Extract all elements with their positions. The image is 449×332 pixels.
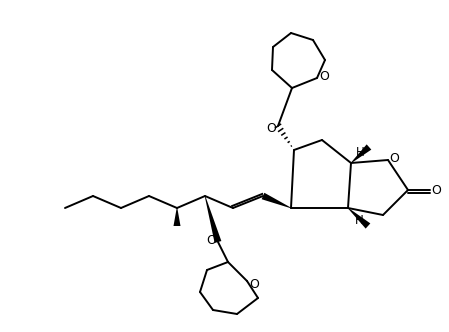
Text: H: H: [356, 145, 365, 158]
Polygon shape: [205, 196, 221, 243]
Text: O: O: [249, 278, 259, 290]
Polygon shape: [262, 193, 291, 208]
Text: O: O: [266, 123, 276, 135]
Text: O: O: [206, 233, 216, 246]
Text: O: O: [319, 70, 329, 84]
Text: O: O: [431, 184, 441, 197]
Polygon shape: [351, 144, 371, 163]
Polygon shape: [173, 208, 180, 226]
Text: H: H: [355, 213, 363, 226]
Text: O: O: [389, 152, 399, 165]
Polygon shape: [348, 208, 370, 229]
